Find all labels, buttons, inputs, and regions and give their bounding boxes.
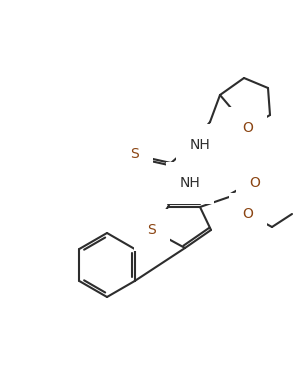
Text: NH: NH [180,176,200,190]
Text: O: O [249,176,260,190]
Text: S: S [131,147,139,161]
Text: S: S [148,223,156,237]
Text: O: O [242,121,253,135]
Text: O: O [242,207,253,221]
Text: NH: NH [190,138,210,152]
